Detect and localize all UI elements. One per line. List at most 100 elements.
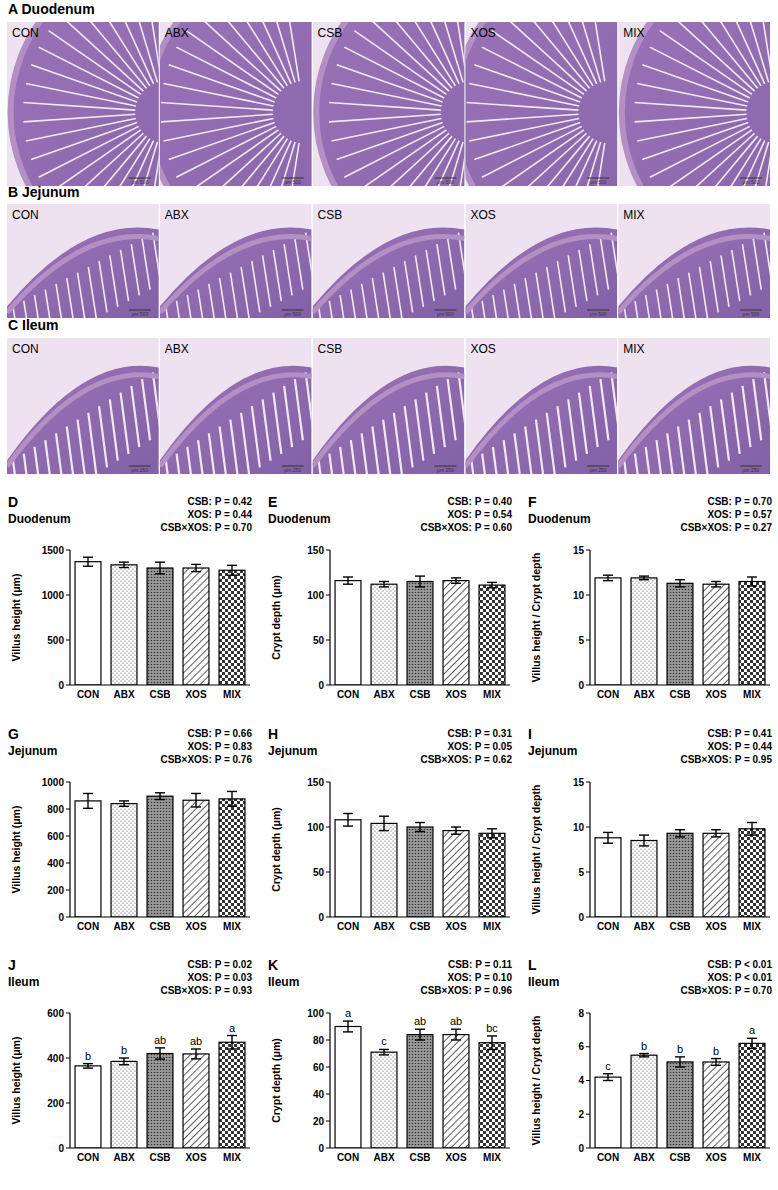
significance-letter: bc (486, 1022, 498, 1034)
error-cap (343, 813, 353, 814)
error-cap (119, 567, 129, 568)
x-tick-label: CSB (669, 921, 690, 932)
image-content (313, 338, 465, 474)
error-line (87, 793, 88, 808)
histology-image: XOSμm 250 (465, 338, 619, 522)
chart: FDuodenumCSB: P = 0.70XOS: P = 0.57CSB×X… (528, 494, 772, 700)
villus-gap (45, 290, 53, 318)
villus-gap (415, 399, 423, 460)
villus-gap (263, 255, 271, 306)
villus-gap (525, 427, 533, 474)
scale-text: μm 250 (590, 467, 607, 473)
error-cap (191, 806, 201, 807)
error-line (751, 1038, 752, 1048)
tissue (316, 22, 464, 186)
y-tick-label: 0 (578, 912, 584, 923)
villus-gap (396, 22, 456, 86)
tissue-wall (622, 22, 770, 186)
scale-text: μm 500 (131, 179, 148, 185)
error-cap (747, 1048, 757, 1049)
villus-gap (624, 307, 632, 318)
panel-title: A Duodenum (8, 1, 95, 17)
significance-letter: ab (190, 1035, 202, 1047)
y-tick-label: 800 (47, 804, 64, 815)
p-value: CSB: P = 0.40 (447, 496, 512, 507)
x-tick-label: CSB (149, 921, 170, 932)
bar (595, 1077, 621, 1148)
x-tick-label: CON (597, 1152, 619, 1163)
villus-gap (198, 290, 206, 318)
villus-gap (319, 460, 327, 474)
villus-gap (467, 103, 579, 111)
villus-gap (547, 267, 555, 318)
error-bar (747, 1038, 757, 1048)
villus-gap (660, 130, 752, 186)
error-cap (639, 575, 649, 576)
villus-gap (88, 413, 96, 474)
bar (479, 585, 505, 685)
error-cap (119, 561, 129, 562)
villus-gap (736, 22, 768, 82)
error-line (195, 564, 196, 571)
x-tick-label: ABX (113, 689, 134, 700)
y-axis-label: Villus height (μm) (10, 1037, 22, 1125)
panel-letter: F (528, 494, 537, 510)
significance-letter: b (713, 1045, 719, 1057)
villus-gap (78, 420, 86, 474)
tissue-wall (11, 22, 159, 186)
error-line (347, 814, 348, 827)
error-bar (343, 814, 353, 827)
bar (407, 582, 433, 686)
chart: GJejunumCSB: P = 0.66XOS: P = 0.83CSB×XO… (8, 726, 252, 932)
chart: DDuodenumCSB: P = 0.42XOS: P = 0.44CSB×X… (8, 494, 252, 700)
villus-gap (209, 433, 217, 474)
villus-gap (742, 244, 750, 295)
bar (407, 1035, 433, 1148)
x-tick-label: CSB (409, 921, 430, 932)
y-tick-label: 5 (578, 867, 584, 878)
bar (183, 800, 209, 917)
scale-text: μm 250 (284, 467, 301, 473)
x-axis (590, 1147, 770, 1148)
villus-gap (90, 22, 150, 86)
villus-gap (718, 141, 764, 186)
villus-gap (220, 278, 228, 318)
villus-gap (99, 261, 107, 312)
x-tick-label: ABX (373, 1152, 394, 1163)
x-tick-label: MIX (743, 1152, 761, 1163)
plot-marks (335, 576, 505, 685)
villus-gap (504, 290, 512, 318)
error-cap (343, 825, 353, 826)
error-bar (487, 582, 497, 587)
villus-gap (431, 22, 463, 82)
error-cap (191, 1058, 201, 1059)
villus-gap (557, 261, 565, 312)
error-bar (487, 829, 497, 838)
p-value: CSB: P = 0.66 (187, 728, 252, 739)
villus-gap (186, 130, 278, 186)
x-tick-label: CSB (149, 1152, 170, 1163)
tissue-wall (313, 375, 465, 467)
y-tick-label: 0 (318, 912, 324, 923)
error-cap (639, 1056, 649, 1057)
error-line (195, 1049, 196, 1059)
villus-gap (413, 141, 459, 186)
x-axis (330, 1147, 510, 1148)
villus-gap (107, 22, 153, 84)
error-bar (603, 575, 613, 580)
villus-gap (550, 22, 596, 84)
x-tick-label: CSB (149, 689, 170, 700)
significance-letter: c (605, 1060, 611, 1072)
bar (443, 1035, 469, 1148)
error-cap (379, 816, 389, 817)
y-axis-label: Crypt depth (μm) (270, 1038, 282, 1123)
error-line (455, 827, 456, 834)
x-tick-label: CSB (409, 1152, 430, 1163)
error-cap (119, 1057, 129, 1058)
plot-marks (335, 1021, 505, 1148)
bar (479, 833, 505, 917)
x-tick-label: MIX (223, 1152, 241, 1163)
error-cap (603, 843, 613, 844)
error-bar (119, 562, 129, 567)
error-cap (487, 587, 497, 588)
